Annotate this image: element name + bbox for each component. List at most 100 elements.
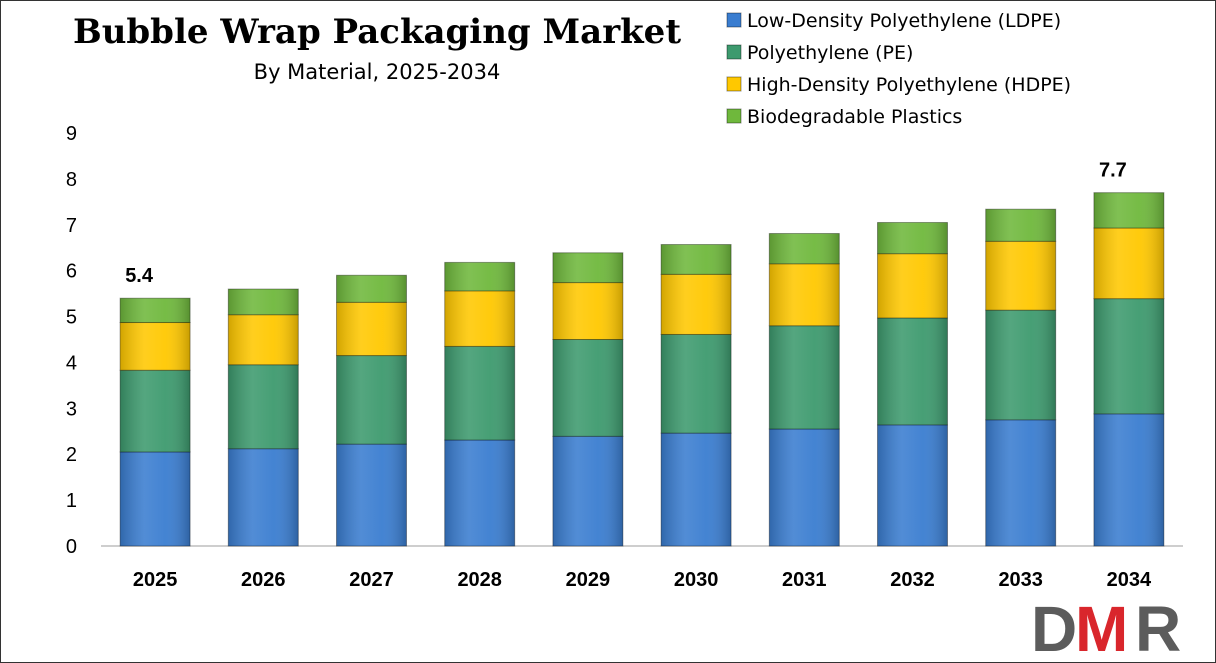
bar-segment-outline bbox=[119, 297, 191, 324]
bar-segment-shade bbox=[120, 370, 191, 452]
bar-segment-shade bbox=[120, 322, 191, 371]
legend-swatch bbox=[726, 44, 742, 60]
bar-segment-shade bbox=[552, 436, 623, 546]
legend-label: Biodegradable Plastics bbox=[747, 106, 962, 128]
y-tick-label: 6 bbox=[66, 261, 77, 283]
bar-segment bbox=[985, 419, 1057, 547]
x-tick-label: 2028 bbox=[457, 569, 502, 591]
bar-segment-shade bbox=[228, 314, 299, 365]
bar-segment-shade bbox=[769, 428, 840, 546]
bar-segment bbox=[768, 325, 840, 430]
bar-segment bbox=[552, 339, 624, 437]
chart-subtitle: By Material, 2025-2034 bbox=[254, 60, 501, 84]
bar-segment-shade bbox=[877, 424, 948, 546]
bar-segment-shade bbox=[336, 275, 407, 303]
bar-segment bbox=[1093, 192, 1165, 229]
bar-segment-shade bbox=[336, 444, 407, 546]
bar-segment bbox=[227, 364, 299, 450]
bar-segment bbox=[119, 322, 191, 371]
legend-entry: High-Density Polyethylene (HDPE) bbox=[726, 74, 1071, 96]
bar-segment-shade bbox=[985, 241, 1056, 311]
bar-segment-shade bbox=[552, 339, 623, 437]
bar-segment-shade bbox=[877, 222, 948, 254]
bar-segment-shade bbox=[985, 209, 1056, 242]
bar-segment-outline bbox=[227, 288, 299, 316]
bar-segment-shade bbox=[661, 274, 732, 335]
legend-label: Low-Density Polyethylene (LDPE) bbox=[747, 10, 1061, 32]
y-tick-label: 0 bbox=[66, 536, 77, 558]
bar-segment-shade bbox=[661, 334, 732, 434]
y-tick-label: 4 bbox=[66, 352, 77, 374]
legend-swatch bbox=[726, 108, 742, 124]
y-tick-label: 2 bbox=[66, 444, 77, 466]
x-tick-label: 2030 bbox=[674, 569, 719, 591]
bar-segment bbox=[444, 261, 516, 292]
bar-segment-shade bbox=[1093, 192, 1164, 228]
bar-segment bbox=[985, 240, 1057, 311]
bar-segment-shade bbox=[661, 244, 732, 275]
legend-entry: Biodegradable Plastics bbox=[726, 106, 962, 128]
x-tick-label: 2026 bbox=[241, 569, 286, 591]
x-axis: 2025 2026 2027 2028 2029 2030 2031 2032 2033 2034 bbox=[101, 545, 1183, 591]
bar-segment bbox=[444, 439, 516, 547]
bar-segment-shade bbox=[444, 346, 515, 440]
bar-segment bbox=[768, 232, 840, 265]
bar-segment bbox=[444, 345, 516, 441]
y-tick-label: 3 bbox=[66, 398, 77, 420]
bar-segment-outline bbox=[336, 274, 407, 303]
bar-segment bbox=[1093, 298, 1165, 415]
bar-segment-shade bbox=[1093, 298, 1164, 414]
legend-entry: Polyethylene (PE) bbox=[726, 42, 913, 64]
bar-segment bbox=[336, 443, 407, 547]
bar-segment-outline bbox=[768, 232, 840, 265]
chart-title: Bubble Wrap Packaging Market bbox=[73, 12, 681, 52]
bar-segment-shade bbox=[769, 263, 840, 326]
bar-segment bbox=[660, 244, 732, 275]
y-tick-label: 8 bbox=[66, 169, 77, 191]
bar-segment-outline bbox=[336, 443, 407, 547]
bar-segment bbox=[227, 288, 299, 316]
x-tick-label: 2029 bbox=[566, 569, 611, 591]
x-tick-label: 2027 bbox=[349, 569, 394, 591]
logo-letter-r: R bbox=[1135, 593, 1181, 662]
bar-segment-outline bbox=[444, 261, 516, 292]
bar-segment-shade bbox=[120, 298, 191, 323]
x-tick-label: 2034 bbox=[1107, 569, 1152, 591]
bar-segment bbox=[877, 221, 948, 255]
y-tick-label: 1 bbox=[66, 490, 77, 512]
data-label: 7.7 bbox=[1099, 160, 1127, 182]
bar-segment bbox=[552, 435, 624, 547]
dmr-logo: D M R bbox=[1031, 593, 1181, 662]
bar-segment bbox=[985, 309, 1057, 421]
x-tick-label: 2033 bbox=[998, 569, 1043, 591]
bar-segment-shade bbox=[877, 253, 948, 318]
bar-segment bbox=[119, 451, 191, 547]
bar-segment-shade bbox=[228, 448, 299, 546]
bar-segment bbox=[336, 355, 407, 445]
x-tick-label: 2025 bbox=[133, 569, 178, 591]
bars bbox=[119, 192, 1165, 547]
bar-segment bbox=[660, 333, 732, 434]
legend-label: Polyethylene (PE) bbox=[747, 42, 913, 64]
bar-segment-shade bbox=[1093, 227, 1164, 299]
bar-segment-shade bbox=[877, 317, 948, 425]
bar-segment bbox=[877, 317, 948, 426]
x-tick-label: 2031 bbox=[782, 569, 827, 591]
bar-segment-outline bbox=[985, 208, 1057, 242]
bar-segment-outline bbox=[1093, 192, 1165, 229]
bar-segment-shade bbox=[1093, 413, 1164, 546]
bar-segment-outline bbox=[877, 221, 948, 255]
bar-segment-shade bbox=[552, 282, 623, 340]
legend: Low-Density Polyethylene (LDPE) Polyethyl… bbox=[726, 10, 1071, 128]
bar-segment-shade bbox=[228, 364, 299, 449]
bar-segment-outline bbox=[1093, 227, 1165, 300]
bar-segment-shade bbox=[769, 325, 840, 429]
bar-segment bbox=[336, 274, 407, 303]
legend-swatch bbox=[726, 12, 742, 28]
bar-segment bbox=[119, 369, 191, 453]
bar-segment-outline bbox=[660, 432, 732, 547]
bar-segment bbox=[985, 208, 1057, 242]
bar-segment bbox=[877, 253, 948, 319]
